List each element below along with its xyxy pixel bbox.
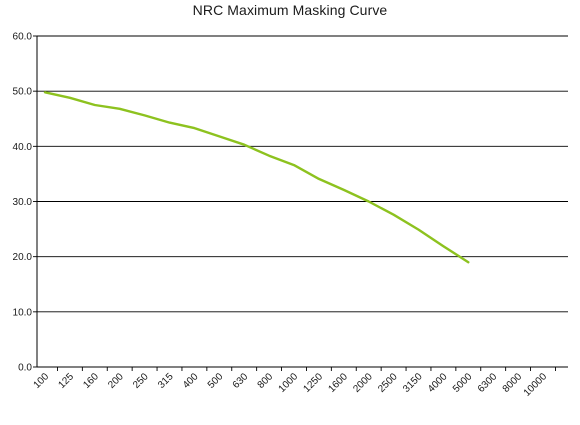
x-tick-label-7: 500: [206, 371, 226, 391]
x-tick-label-20: 10000: [522, 371, 550, 399]
x-tick-labels: 100 125 160 200 250 315 400 500 630 800 1000 1250 16…: [32, 371, 550, 399]
axes: [33, 35, 568, 371]
x-tick-label-0: 100: [32, 371, 52, 391]
x-tick-label-9: 800: [256, 371, 276, 391]
x-tick-label-16: 4000: [426, 371, 450, 395]
x-tick-label-4: 250: [131, 371, 151, 391]
y-tick-label-3: 30.0: [13, 197, 33, 208]
gridlines: [37, 35, 568, 313]
x-tick-label-11: 1250: [302, 371, 326, 395]
y-tick-label-5: 50.0: [13, 87, 33, 98]
y-tick-label-4: 40.0: [13, 142, 33, 153]
x-tick-label-8: 630: [231, 371, 251, 391]
x-tick-label-14: 2500: [376, 371, 400, 395]
series-line-0: [43, 91, 470, 264]
x-tick-label-5: 315: [156, 371, 176, 391]
y-tick-label-1: 10.0: [13, 307, 33, 318]
x-tick-label-13: 2000: [351, 371, 375, 395]
x-tick-label-1: 125: [56, 371, 76, 391]
y-tick-label-6: 60.0: [13, 32, 33, 43]
x-tick-label-2: 160: [81, 371, 101, 391]
x-tick-label-10: 1000: [277, 371, 301, 395]
x-tick-label-18: 6300: [476, 371, 500, 395]
series-lines: [43, 91, 470, 264]
x-tick-label-15: 3150: [401, 371, 425, 395]
y-tick-labels: 0.0 10.0 20.0 30.0 40.0 50.0 60.0: [13, 32, 33, 374]
chart-title: NRC Maximum Masking Curve: [192, 2, 388, 18]
x-tick-label-12: 1600: [326, 371, 350, 395]
y-tick-label-2: 20.0: [13, 252, 33, 263]
x-tick-label-3: 200: [106, 371, 126, 391]
x-tick-label-17: 5000: [451, 371, 475, 395]
y-tick-label-0: 0.0: [18, 363, 32, 374]
x-tick-label-6: 400: [181, 371, 201, 391]
